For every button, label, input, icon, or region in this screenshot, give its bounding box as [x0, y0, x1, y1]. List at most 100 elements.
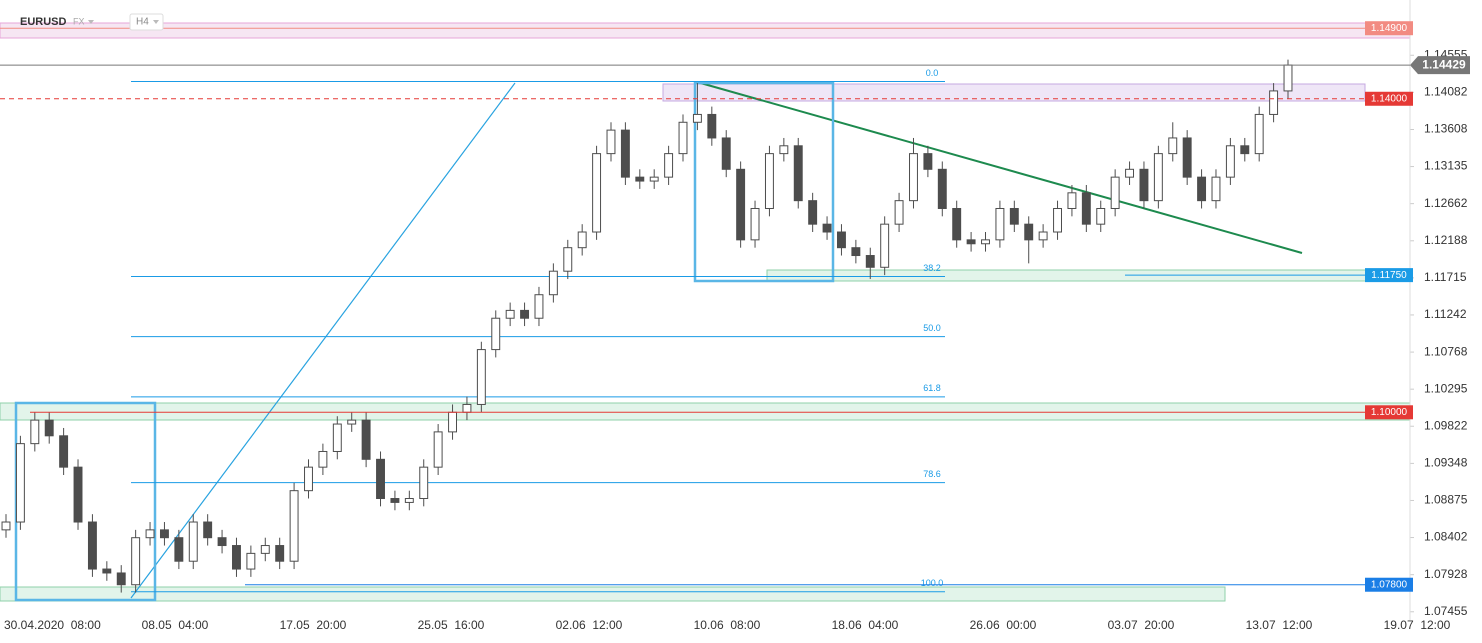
- price-tag-label: 1.10000: [1371, 407, 1408, 418]
- candle-body: [217, 537, 227, 547]
- current-price-label: 1.14429: [1422, 57, 1466, 71]
- candle-body: [131, 537, 141, 586]
- candle-body: [1269, 90, 1279, 115]
- price-tag: [1365, 91, 1413, 106]
- candle-body: [275, 545, 285, 562]
- price-tag-label: 1.14000: [1371, 93, 1408, 104]
- x-tick-label: 19.07 12:00: [1384, 618, 1451, 632]
- y-tick-label: 1.08402: [1424, 530, 1468, 544]
- candle-body: [534, 294, 544, 319]
- candle-body: [577, 231, 587, 249]
- candle-body: [203, 521, 213, 539]
- candle-body: [1240, 145, 1250, 155]
- fib-label: 100.0: [921, 578, 944, 588]
- fib-label: 78.6: [923, 469, 941, 479]
- candle-body: [1, 521, 11, 531]
- y-tick-label: 1.07455: [1424, 604, 1468, 618]
- candle-body: [923, 153, 933, 170]
- y-tick-label: 1.12662: [1424, 196, 1468, 210]
- candle-body: [520, 309, 530, 319]
- x-tick-label: 10.06 08:00: [694, 618, 761, 632]
- candle-body: [361, 419, 371, 460]
- candle-body: [1211, 176, 1221, 202]
- candle-body: [1096, 207, 1106, 225]
- candle-body: [116, 572, 126, 586]
- trend-line: [696, 81, 1303, 254]
- trend-line: [130, 82, 516, 599]
- candle-body: [764, 153, 774, 209]
- candle-body: [606, 129, 616, 155]
- candle-body: [1168, 137, 1178, 155]
- candle-body: [793, 145, 803, 202]
- dropdown-icon[interactable]: [153, 20, 159, 24]
- candle-body: [894, 200, 904, 225]
- candle-body: [404, 498, 414, 503]
- candle-body: [592, 153, 602, 233]
- y-tick-label: 1.14082: [1424, 85, 1468, 99]
- price-tag-label: 1.11750: [1371, 270, 1407, 281]
- candle-body: [808, 200, 818, 225]
- resistance-zone: [0, 22, 1411, 39]
- y-tick-label: 1.11715: [1424, 270, 1467, 284]
- candle-body: [59, 435, 69, 468]
- candle-body: [159, 529, 169, 539]
- candle-body: [966, 239, 976, 245]
- candle-body: [44, 419, 54, 437]
- candle-body: [73, 466, 83, 523]
- price-tag-label: 1.14900: [1371, 23, 1408, 34]
- fib-label: 61.8: [923, 383, 941, 393]
- candle-body: [304, 466, 313, 492]
- candle-body: [260, 545, 270, 554]
- candle-body: [1125, 168, 1135, 178]
- candle-body: [232, 545, 241, 570]
- candle-body: [1038, 231, 1048, 241]
- y-tick-label: 1.10768: [1424, 344, 1468, 358]
- timeframe-button[interactable]: [129, 13, 164, 31]
- fib-label: 0.0: [926, 68, 939, 78]
- support-zone: [0, 586, 1226, 602]
- candle-body: [1110, 176, 1120, 209]
- candle-body: [1053, 207, 1062, 233]
- candle-body: [491, 317, 501, 351]
- candle-body: [289, 490, 299, 562]
- price-tag: [1365, 405, 1413, 420]
- candle-body: [505, 309, 515, 319]
- candle-body: [981, 239, 990, 245]
- candle-body: [1153, 153, 1163, 202]
- symbol: EURUSD: [20, 16, 67, 28]
- candle-body: [1283, 64, 1293, 92]
- candle-body: [865, 255, 875, 268]
- x-tick-label: 25.05 16:00: [418, 618, 485, 632]
- dropdown-icon[interactable]: [88, 20, 94, 24]
- candle-body: [649, 176, 659, 182]
- y-tick-label: 1.11242: [1424, 307, 1467, 321]
- x-tick-label: 18.06 04:00: [832, 618, 899, 632]
- candle-body: [15, 443, 25, 523]
- candle-body: [1182, 137, 1192, 178]
- candle-body: [851, 247, 861, 257]
- candle-body: [664, 153, 674, 178]
- candle-body: [448, 411, 458, 433]
- highlight-box: [693, 81, 835, 283]
- price-tag: [1365, 577, 1413, 592]
- candle-body: [620, 129, 630, 178]
- candle-body: [736, 168, 746, 241]
- candle-body: [635, 176, 645, 182]
- candle-body: [145, 529, 155, 539]
- current-price-tag: [1410, 56, 1470, 75]
- x-tick-label: 30.04.2020 08:00: [4, 618, 101, 632]
- x-tick-label: 08.05 04:00: [142, 618, 209, 632]
- candle-body: [1225, 145, 1235, 178]
- timeframe[interactable]: H4: [136, 17, 149, 28]
- y-tick-label: 1.13608: [1424, 122, 1468, 136]
- y-tick-label: 1.10295: [1424, 381, 1468, 395]
- candle-body: [563, 247, 573, 272]
- candle-body: [419, 466, 429, 500]
- x-tick-label: 13.07 12:00: [1246, 618, 1313, 632]
- y-tick-label: 1.13135: [1424, 159, 1468, 173]
- candle-body: [1254, 113, 1264, 155]
- candle-body: [1024, 223, 1034, 241]
- candle-body: [721, 137, 731, 170]
- fib-label: 50.0: [923, 323, 941, 333]
- candle-body: [692, 113, 702, 123]
